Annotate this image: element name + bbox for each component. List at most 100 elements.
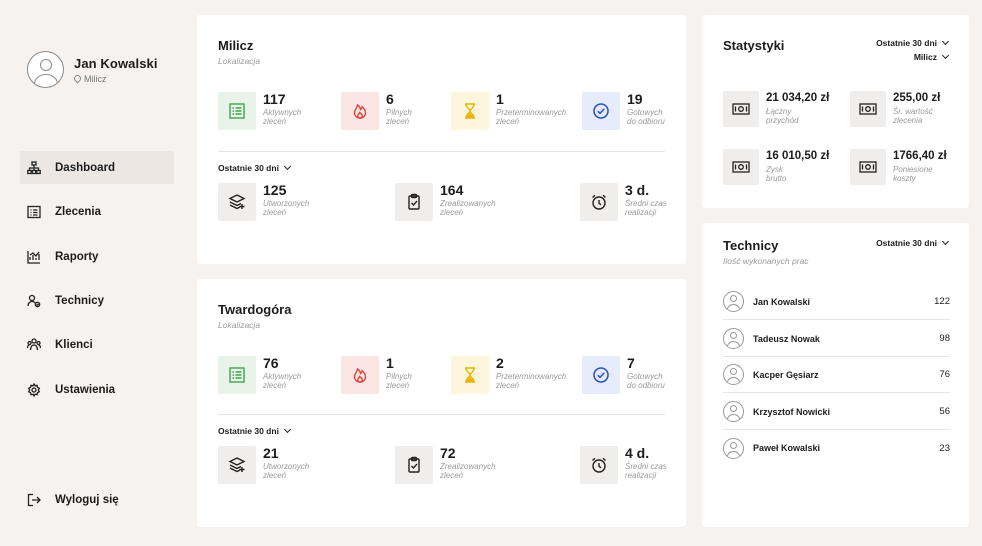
stat-active-orders[interactable]: 76 Aktywnych zleceń xyxy=(218,356,301,394)
chevron-down-icon xyxy=(941,237,950,246)
technicians-card: Technicy Ilość wykonanych prac Ostatnie … xyxy=(702,223,969,527)
stat-costs[interactable]: 1766,40 zł Poniesione koszty xyxy=(850,149,947,185)
avatar xyxy=(723,328,744,349)
technician-name: Tadeusz Nowak xyxy=(753,333,820,344)
technician-row[interactable]: Paweł Kowalski 23 xyxy=(723,430,950,466)
sitemap-icon xyxy=(27,160,41,175)
technician-count: 56 xyxy=(939,406,950,417)
chevron-down-icon xyxy=(941,37,950,46)
location-title: Milicz xyxy=(218,38,254,53)
location-subtitle: Lokalizacja xyxy=(218,56,261,66)
user-location: Milicz xyxy=(72,74,158,84)
alarm-icon xyxy=(580,183,618,221)
fire-icon xyxy=(341,356,379,394)
logout-icon xyxy=(27,493,41,507)
technician-count: 76 xyxy=(939,369,950,380)
nav-item-technicy[interactable]: Technicy xyxy=(20,284,174,317)
nav-label: Ustawienia xyxy=(55,383,116,396)
technician-name: Kacper Gęsiarz xyxy=(753,369,819,380)
check-circle-icon xyxy=(582,356,620,394)
period-dropdown[interactable]: Ostatnie 30 dni xyxy=(876,237,950,248)
nav-label: Dashboard xyxy=(55,161,116,174)
period-dropdown[interactable]: Ostatnie 30 dni xyxy=(218,425,291,436)
avatar xyxy=(27,51,64,88)
stat-created-orders[interactable]: 21 Utworzonych zleceń xyxy=(218,446,309,484)
stat-ready-orders[interactable]: 7 Gotowych do odbioru xyxy=(582,356,665,394)
stat-active-orders[interactable]: 117 Aktywnych zleceń xyxy=(218,92,301,130)
list-icon xyxy=(218,356,256,394)
layers-icon xyxy=(218,183,256,221)
clipboard-check-icon xyxy=(395,446,433,484)
divider xyxy=(218,414,665,415)
divider xyxy=(218,151,665,152)
location-title: Twardogóra xyxy=(218,302,292,317)
stat-created-orders[interactable]: 125 Utworzonych zleceń xyxy=(218,183,309,221)
avatar xyxy=(723,364,744,385)
nav-item-dashboard[interactable]: Dashboard xyxy=(20,151,174,184)
stat-avg-order-value[interactable]: 255,00 zł Śr. wartość zlecenia xyxy=(850,91,940,127)
technician-row[interactable]: Jan Kowalski 122 xyxy=(723,284,950,320)
chart-icon xyxy=(27,250,41,264)
nav-item-klienci[interactable]: Klienci xyxy=(20,328,174,361)
stat-overdue-orders[interactable]: 1 Przeterminowanych zleceń xyxy=(451,92,566,130)
technician-name: Paweł Kowalski xyxy=(753,443,821,453)
layers-icon xyxy=(218,446,256,484)
stat-urgent-orders[interactable]: 1 Pilnych zleceń xyxy=(341,356,412,394)
nav-label: Zlecenia xyxy=(55,205,102,218)
user-name: Jan Kowalski xyxy=(74,55,158,71)
list-icon xyxy=(218,92,256,130)
technician-count: 122 xyxy=(934,296,950,307)
nav-item-ustawienia[interactable]: Ustawienia xyxy=(20,373,174,406)
technicians-subtitle: Ilość wykonanych prac xyxy=(723,256,809,266)
stat-overdue-orders[interactable]: 2 Przeterminowanych zleceń xyxy=(451,356,566,394)
technician-row[interactable]: Krzysztof Nowicki 56 xyxy=(723,394,950,430)
nav-label: Technicy xyxy=(55,294,104,307)
hourglass-icon xyxy=(451,92,489,130)
stat-gross-profit[interactable]: 16 010,50 zł Zysk brutto xyxy=(723,149,829,185)
statistics-title: Statystyki xyxy=(723,38,785,53)
clients-icon xyxy=(27,337,41,352)
technician-count: 98 xyxy=(939,333,950,344)
location-subtitle: Lokalizacja xyxy=(218,320,261,330)
hourglass-icon xyxy=(451,356,489,394)
logout-button[interactable]: Wyloguj się xyxy=(20,483,174,516)
stat-avg-time[interactable]: 3 d. Średni czas realizacji xyxy=(580,183,667,221)
nav-item-zlecenia[interactable]: Zlecenia xyxy=(20,195,174,228)
chevron-down-icon xyxy=(283,425,291,434)
avatar xyxy=(723,401,744,422)
user-profile[interactable]: Jan Kowalski Milicz xyxy=(27,51,158,88)
technician-name: Krzysztof Nowicki xyxy=(753,406,831,417)
stat-urgent-orders[interactable]: 6 Pilnych zleceń xyxy=(341,92,412,130)
technicians-title: Technicy xyxy=(723,238,779,253)
technician-row[interactable]: Kacper Gęsiarz 76 xyxy=(723,357,950,393)
alarm-icon xyxy=(580,446,618,484)
check-circle-icon xyxy=(582,92,620,130)
technician-count: 23 xyxy=(939,442,950,454)
nav-item-raporty[interactable]: Raporty xyxy=(20,240,174,273)
location-card-twardogora: Twardogóra Lokalizacja 76 Aktywnych zleceń… xyxy=(197,279,686,527)
stat-completed-orders[interactable]: 164 Zrealizowanych zleceń xyxy=(395,183,496,221)
nav-label: Klienci xyxy=(55,338,93,351)
avatar xyxy=(723,291,744,312)
logout-label: Wyloguj się xyxy=(55,493,119,506)
stat-completed-orders[interactable]: 72 Zrealizowanych zleceń xyxy=(395,446,496,484)
avatar xyxy=(723,437,744,459)
chevron-down-icon xyxy=(283,162,291,171)
stat-avg-time[interactable]: 4 d. Średni czas realizacji xyxy=(580,446,667,484)
money-icon xyxy=(850,91,886,127)
list-icon xyxy=(27,205,41,219)
period-dropdown[interactable]: Ostatnie 30 dni xyxy=(876,37,950,48)
stat-ready-orders[interactable]: 19 Gotowych do odbioru xyxy=(582,92,665,130)
location-dropdown[interactable]: Milicz xyxy=(914,51,950,62)
clipboard-check-icon xyxy=(395,183,433,221)
technician-row[interactable]: Tadeusz Nowak 98 xyxy=(723,321,950,357)
nav-label: Raporty xyxy=(55,250,99,263)
statistics-card: Statystyki Ostatnie 30 dni Milicz 21 034… xyxy=(702,15,969,208)
stat-total-revenue[interactable]: 21 034,20 zł Łączny przychód xyxy=(723,91,829,127)
period-dropdown[interactable]: Ostatnie 30 dni xyxy=(218,162,291,173)
technician-name: Jan Kowalski xyxy=(753,296,811,307)
sidebar: Jan Kowalski Milicz Dashboard Zlecenia R… xyxy=(0,0,192,546)
gear-icon xyxy=(27,382,41,397)
users-icon xyxy=(27,294,41,308)
